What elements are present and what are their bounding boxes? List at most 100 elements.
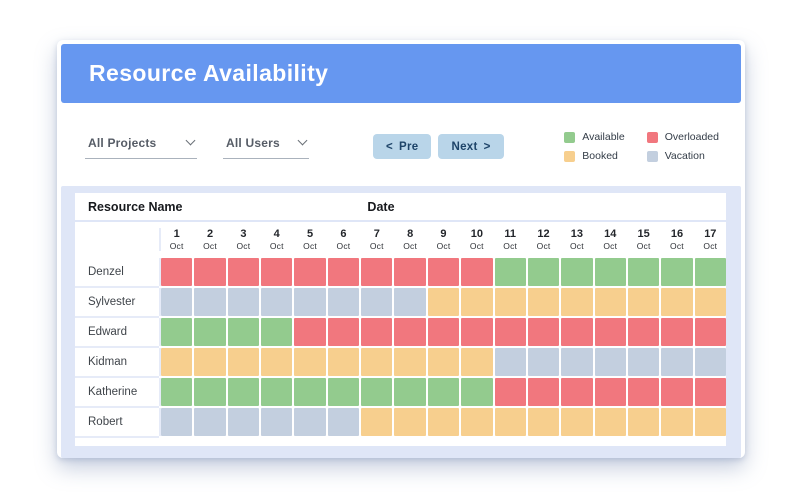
schedule-cell-available xyxy=(494,258,526,286)
date-column-header: 15 Oct xyxy=(628,228,659,251)
schedule-cell-overloaded xyxy=(361,318,393,346)
schedule-cell-overloaded xyxy=(594,318,626,346)
date-month: Oct xyxy=(636,241,651,251)
date-column-header: 14 Oct xyxy=(595,228,626,251)
date-day: 16 xyxy=(670,228,684,240)
schedule-cell-booked xyxy=(494,408,526,436)
schedule-cell-vacation xyxy=(227,408,260,436)
date-day: 8 xyxy=(407,228,414,240)
schedule-cell-booked xyxy=(361,348,393,376)
schedule-cell-vacation xyxy=(394,288,426,316)
schedule-cell-booked xyxy=(527,288,560,316)
projects-filter-dropdown[interactable]: All Projects xyxy=(85,134,197,159)
schedule-cell-overloaded xyxy=(194,258,226,286)
schedule-cell-available xyxy=(661,258,693,286)
date-month: Oct xyxy=(303,241,317,251)
schedule-cell-booked xyxy=(194,348,226,376)
schedule-cell-overloaded xyxy=(427,318,460,346)
date-day: 17 xyxy=(704,228,717,240)
date-column-header: 17 Oct xyxy=(695,228,726,251)
next-button-label: Next xyxy=(451,140,478,153)
schedule-cell-booked xyxy=(294,348,326,376)
page-title: Resource Availability xyxy=(89,60,329,86)
prev-button[interactable]: < Pre xyxy=(373,134,432,159)
schedule-cell-booked xyxy=(627,408,660,436)
schedule-cell-overloaded xyxy=(561,318,593,346)
date-month: Oct xyxy=(670,241,684,251)
date-day: 14 xyxy=(604,228,617,240)
date-header-row: 1 Oct 2 Oct 3 Oct 4 Oct 5 Oct 6 Oct 7 Oct 8 Oct 9 Oct 10 Oc… xyxy=(75,222,726,258)
legend-label: Vacation xyxy=(664,150,705,162)
schedule-cell-booked xyxy=(561,408,593,436)
prev-button-label: Pre xyxy=(399,140,419,153)
schedule-cell-available xyxy=(461,378,493,406)
chevron-left-icon: < xyxy=(386,140,394,153)
schedule-cell-overloaded xyxy=(394,318,426,346)
schedule-cell-booked xyxy=(161,348,193,376)
schedule-cell-overloaded xyxy=(294,318,326,346)
pager: < Pre Next > xyxy=(373,134,504,159)
schedule-cell-available xyxy=(327,378,360,406)
next-button[interactable]: Next > xyxy=(438,134,504,159)
schedule-cell-booked xyxy=(627,288,660,316)
date-day: 13 xyxy=(570,228,584,240)
resource-name: Sylvester xyxy=(75,288,159,316)
schedule-cell-booked xyxy=(461,348,493,376)
resource-name: Katherine xyxy=(75,378,159,406)
schedule-cell-vacation xyxy=(327,288,360,316)
schedule-cell-vacation xyxy=(161,288,193,316)
date-month: Oct xyxy=(403,241,418,251)
date-day: 11 xyxy=(504,228,517,240)
schedule-cell-booked xyxy=(427,288,460,316)
date-column-header: 7 Oct xyxy=(361,228,392,251)
resource-name: Robert xyxy=(75,408,159,436)
schedule-cell-vacation xyxy=(561,348,593,376)
chevron-down-icon xyxy=(297,135,308,146)
legend-label: Overloaded xyxy=(664,131,719,143)
date-day: 12 xyxy=(537,228,550,240)
schedule-cell-vacation xyxy=(361,288,393,316)
schedule-cell-booked xyxy=(461,408,493,436)
date-day: 3 xyxy=(240,228,247,240)
resource-rows: Denzel Sylvester Edward Kidman Katherine Robe… xyxy=(75,258,726,436)
resource-row: Denzel xyxy=(75,258,726,286)
schedule-cell-vacation xyxy=(227,288,260,316)
date-column-header: 1 Oct xyxy=(161,228,192,251)
date-column-group-header: Date xyxy=(367,199,395,214)
schedule-cell-overloaded xyxy=(361,258,393,286)
schedule-table: Resource Name Date 1 Oct 2 Oct 3 Oct 4 Oct 5 Oct 6… xyxy=(75,193,726,446)
legend-label: Booked xyxy=(582,150,618,162)
schedule-cell-overloaded xyxy=(594,378,626,406)
date-month: Oct xyxy=(436,241,451,251)
schedule-cell-booked xyxy=(227,348,260,376)
chevron-down-icon xyxy=(185,135,196,146)
date-column-header: 10 Oct xyxy=(461,228,492,251)
schedule-cell-booked xyxy=(427,408,460,436)
date-row-spacer xyxy=(75,228,159,251)
schedule-cell-overloaded xyxy=(461,258,493,286)
date-column-header: 2 Oct xyxy=(194,228,225,251)
date-month: Oct xyxy=(236,241,251,251)
date-day: 4 xyxy=(273,228,280,240)
resource-name: Kidman xyxy=(75,348,159,376)
schedule-cell-overloaded xyxy=(327,258,360,286)
schedule-cell-vacation xyxy=(594,348,626,376)
schedule-cell-overloaded xyxy=(494,378,526,406)
date-column-header: 5 Oct xyxy=(294,228,325,251)
users-filter-dropdown[interactable]: All Users xyxy=(223,134,309,159)
schedule-cell-available xyxy=(194,318,226,346)
date-month: Oct xyxy=(269,241,284,251)
schedule-cell-overloaded xyxy=(527,318,560,346)
schedule-cell-vacation xyxy=(627,348,660,376)
schedule-cell-vacation xyxy=(494,348,526,376)
date-column-header: 8 Oct xyxy=(394,228,425,251)
schedule-cell-overloaded xyxy=(327,318,360,346)
schedule-cell-vacation xyxy=(261,408,293,436)
resource-row: Robert xyxy=(75,408,726,436)
date-month: Oct xyxy=(603,241,618,251)
resource-row: Edward xyxy=(75,318,726,346)
date-month: Oct xyxy=(469,241,484,251)
schedule-cell-overloaded xyxy=(294,258,326,286)
date-column-header: 13 Oct xyxy=(561,228,592,251)
schedule-cell-available xyxy=(361,378,393,406)
